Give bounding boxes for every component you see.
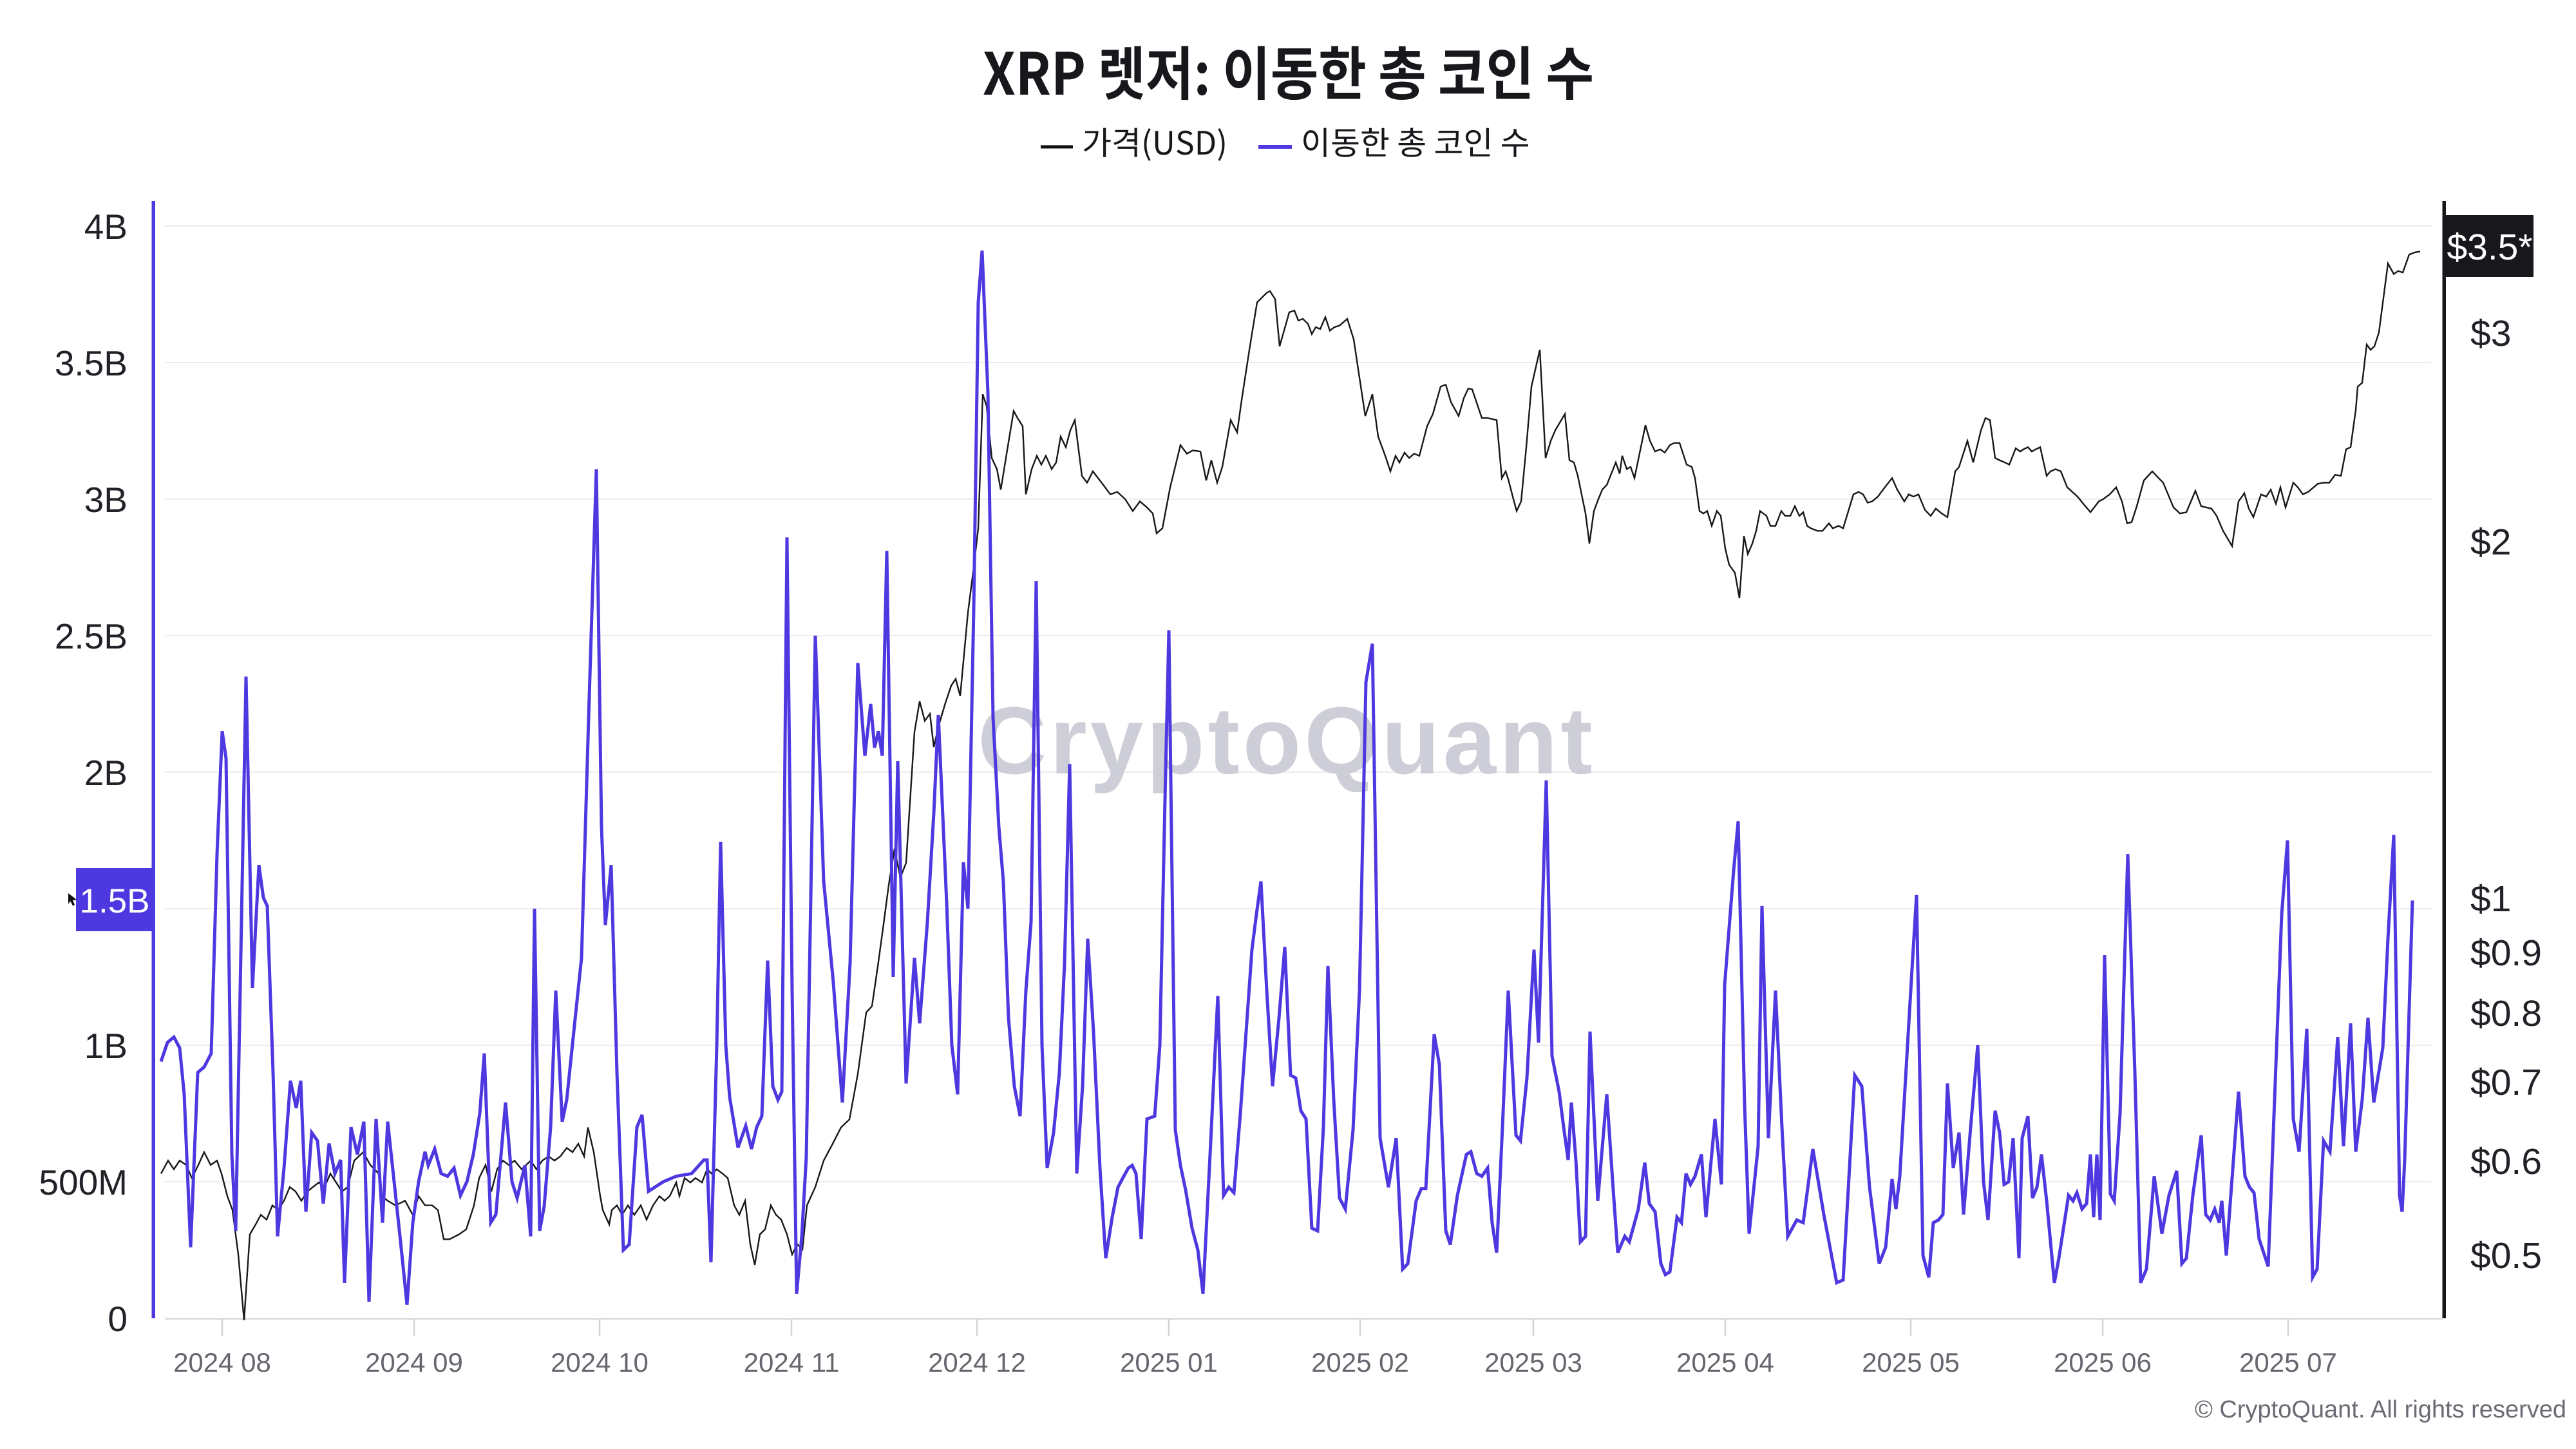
svg-text:500M: 500M <box>39 1162 128 1202</box>
svg-text:2024 11: 2024 11 <box>744 1347 840 1378</box>
svg-text:1.5B: 1.5B <box>79 882 149 920</box>
svg-text:0: 0 <box>108 1299 128 1339</box>
svg-text:2B: 2B <box>84 753 128 793</box>
svg-text:2025 07: 2025 07 <box>2239 1347 2337 1378</box>
svg-text:4B: 4B <box>84 207 128 247</box>
svg-text:3.5B: 3.5B <box>55 343 128 383</box>
svg-text:$3.5*: $3.5* <box>2447 227 2532 268</box>
svg-text:2025 02: 2025 02 <box>1311 1347 1409 1378</box>
svg-text:$1: $1 <box>2470 878 2511 920</box>
svg-text:2024 12: 2024 12 <box>928 1347 1026 1378</box>
svg-text:$0.5: $0.5 <box>2470 1235 2542 1276</box>
svg-text:2.5B: 2.5B <box>55 616 128 656</box>
svg-text:2024 08: 2024 08 <box>173 1347 271 1378</box>
svg-text:2024 10: 2024 10 <box>551 1347 649 1378</box>
svg-text:$0.7: $0.7 <box>2470 1062 2542 1103</box>
svg-text:© CryptoQuant. All rights rese: © CryptoQuant. All rights reserved <box>2195 1396 2566 1423</box>
svg-text:$0.9: $0.9 <box>2470 933 2542 974</box>
svg-text:$3: $3 <box>2470 313 2511 354</box>
svg-text:$2: $2 <box>2470 522 2511 563</box>
svg-text:2025 03: 2025 03 <box>1484 1347 1582 1378</box>
svg-text:1B: 1B <box>84 1026 128 1066</box>
svg-text:3B: 3B <box>84 480 128 520</box>
svg-text:2025 05: 2025 05 <box>1862 1347 1960 1378</box>
svg-text:$0.6: $0.6 <box>2470 1141 2542 1182</box>
svg-text:CryptoQuant: CryptoQuant <box>978 688 1595 794</box>
svg-text:2025 06: 2025 06 <box>2054 1347 2152 1378</box>
svg-text:2024 09: 2024 09 <box>365 1347 463 1378</box>
svg-text:2025 01: 2025 01 <box>1120 1347 1218 1378</box>
svg-text:$0.8: $0.8 <box>2470 993 2542 1034</box>
svg-text:2025 04: 2025 04 <box>1676 1347 1774 1378</box>
